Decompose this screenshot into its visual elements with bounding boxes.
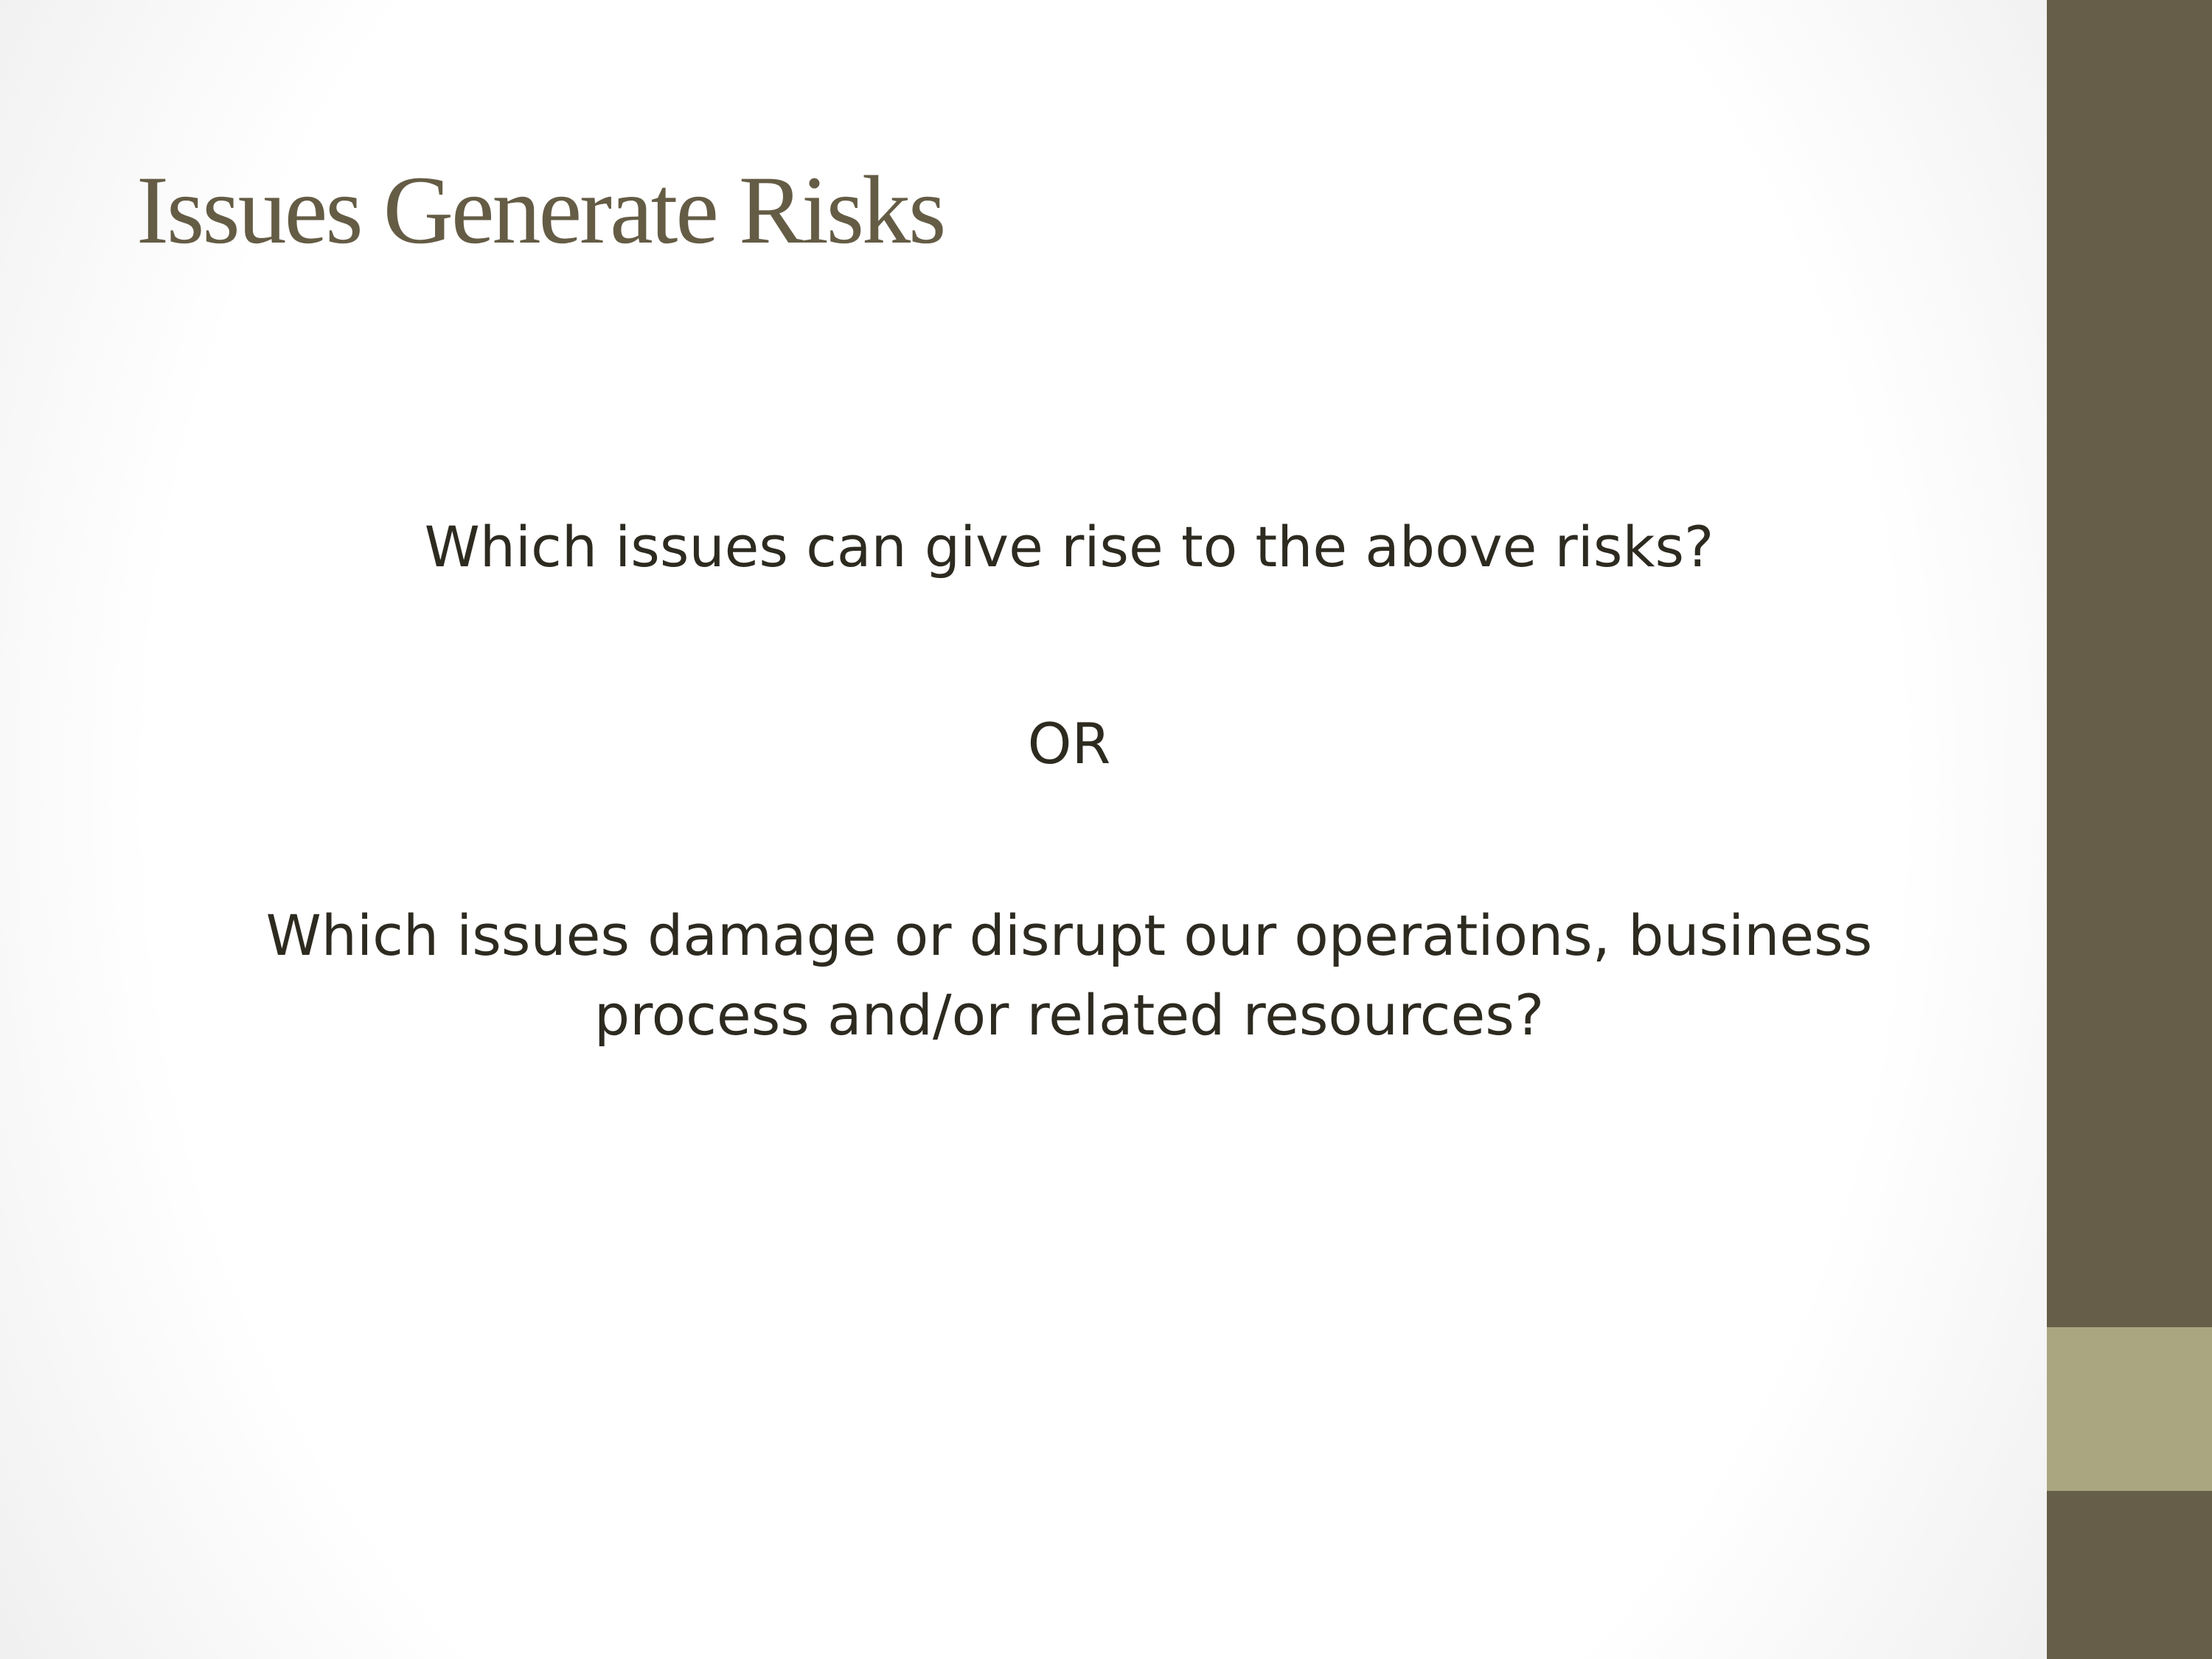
question-two: Which issues damage or disrupt our opera… xyxy=(221,896,1917,1055)
question-two-line-2: process and/or related resources? xyxy=(594,982,1545,1048)
slide-title: Issues Generate Risks xyxy=(136,156,946,264)
question-two-line-1: Which issues damage or disrupt our opera… xyxy=(265,902,1873,968)
question-one: Which issues can give rise to the above … xyxy=(424,514,1714,580)
right-bar-accent-block xyxy=(2047,1327,2212,1491)
or-separator: OR xyxy=(1027,711,1111,776)
